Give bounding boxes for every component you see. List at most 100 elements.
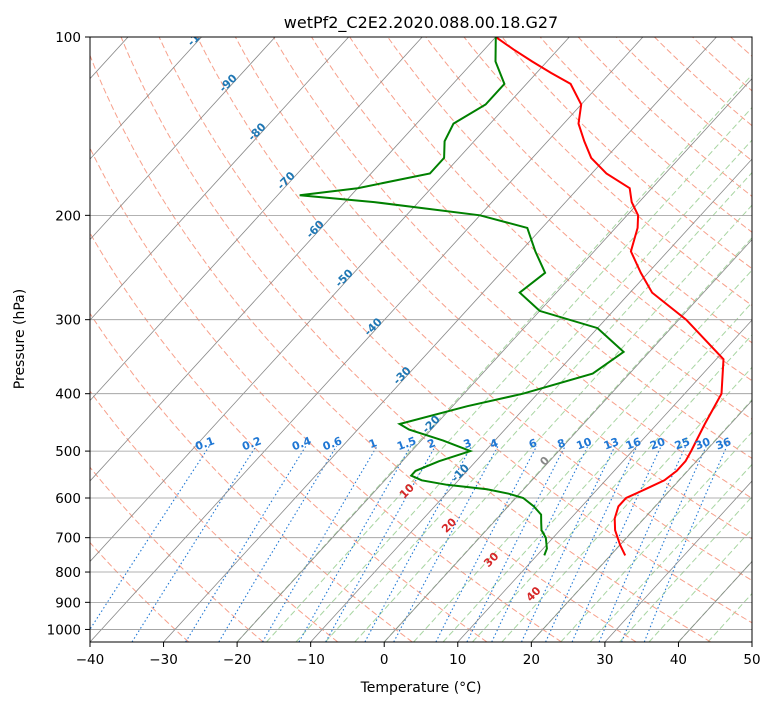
moist-adiabat xyxy=(501,366,752,642)
isotherm xyxy=(90,37,276,241)
mixing-ratio-label: 1 xyxy=(367,436,379,451)
isotherm xyxy=(90,37,202,160)
x-tick-label: −30 xyxy=(149,652,178,668)
mixing-ratio-line xyxy=(262,445,378,642)
dewpoint-profile-line xyxy=(299,37,626,556)
y-tick-label: 800 xyxy=(55,565,81,581)
moist-adiabat xyxy=(472,334,752,642)
dry-adiabat xyxy=(387,37,752,382)
y-tick-label: 900 xyxy=(55,595,81,611)
x-tick-label: −10 xyxy=(296,652,325,668)
isotherm xyxy=(163,37,717,642)
moist-adiabat xyxy=(560,431,752,642)
isotherm xyxy=(383,238,752,642)
plot-frame xyxy=(89,36,753,643)
dry-adiabat xyxy=(90,390,339,642)
isotherm xyxy=(90,37,644,642)
dry-adiabat xyxy=(539,37,752,233)
moist-adiabat xyxy=(648,528,752,642)
mixing-ratio-line xyxy=(90,445,210,631)
mixing-ratio-line xyxy=(131,445,257,642)
x-axis-label: Temperature (°C) xyxy=(360,680,482,696)
line-labels: -100-90-80-70-60-50-40-30-20-10010203040… xyxy=(185,20,733,604)
dry-adiabat xyxy=(501,37,752,270)
dry-adiabat xyxy=(90,312,413,642)
mixing-ratio-label: 0.4 xyxy=(290,434,313,453)
x-tick-label: 10 xyxy=(449,652,466,668)
moist-adiabat xyxy=(707,592,752,642)
mixing-ratio-label: 30 xyxy=(693,435,712,453)
isotherm xyxy=(90,37,349,321)
moist-adiabat xyxy=(619,495,752,642)
mixing-ratio-line xyxy=(364,445,472,642)
chart-title: wetPf2_C2E2.2020.088.00.18.G27 xyxy=(284,13,558,33)
dry-adiabat xyxy=(90,54,637,642)
isotherm xyxy=(531,399,752,642)
mixing-ratio-label: 4 xyxy=(488,436,500,451)
dry-adiabat xyxy=(577,37,752,197)
dry-adiabat xyxy=(615,37,752,162)
isotherm xyxy=(90,37,423,402)
mixing-ratio-label: 36 xyxy=(714,435,733,453)
mixing-ratio-line xyxy=(491,445,589,642)
dry-adiabat xyxy=(90,147,562,642)
isotherm xyxy=(90,37,497,482)
plot-area: -100-90-80-70-60-50-40-30-20-10010203040… xyxy=(90,20,752,642)
dry-adiabat xyxy=(158,37,752,624)
mixing-ratio-label: 0.2 xyxy=(240,434,263,453)
temperature-profile-line xyxy=(495,37,725,556)
moist-adiabat xyxy=(413,269,752,642)
x-tick-label: 50 xyxy=(743,652,760,668)
x-tick-label: 0 xyxy=(380,652,389,668)
x-axis-ticks: −40 −30 −20 −10 0 10 20 30 40 50 xyxy=(76,642,761,668)
y-tick-label: 200 xyxy=(55,208,81,224)
dry-adiabat-label: -100 xyxy=(185,20,214,49)
isotherm xyxy=(90,37,570,563)
x-tick-label: −40 xyxy=(76,652,105,668)
mixing-ratio-label: 0.1 xyxy=(193,434,216,453)
y-tick-label: 600 xyxy=(55,491,81,507)
moist-adiabat xyxy=(295,139,752,642)
dry-adiabat xyxy=(349,37,752,420)
mixing-ratio-label: 25 xyxy=(673,435,692,452)
y-tick-label: 300 xyxy=(55,313,81,329)
x-tick-label: 40 xyxy=(670,652,687,668)
dry-adiabat xyxy=(90,232,488,642)
profile-lines xyxy=(299,37,725,556)
mixing-ratio-lines xyxy=(90,445,728,642)
mixing-ratio-line xyxy=(435,445,538,642)
mixing-ratio-label: 16 xyxy=(624,435,643,453)
mixing-ratio-label: 10 xyxy=(575,435,594,453)
mixing-ratio-label: 8 xyxy=(556,436,568,451)
x-tick-label: 30 xyxy=(596,652,613,668)
mixing-ratio-line xyxy=(298,445,412,642)
isobar-grid xyxy=(90,37,752,630)
isotherm-grid xyxy=(90,37,752,642)
dry-adiabat xyxy=(90,466,264,642)
mixing-ratio-label: 0.6 xyxy=(321,434,344,453)
dry-adiabat xyxy=(463,37,752,307)
moist-adiabat xyxy=(266,106,752,642)
moist-adiabat xyxy=(442,301,752,642)
y-tick-label: 400 xyxy=(55,387,81,403)
x-tick-label: 20 xyxy=(523,652,540,668)
x-tick-label: −20 xyxy=(223,652,252,668)
dry-adiabat xyxy=(196,37,752,582)
dry-adiabat xyxy=(234,37,752,540)
mixing-ratio-label: 1.5 xyxy=(395,434,418,453)
dry-adiabats xyxy=(90,37,752,642)
isotherm xyxy=(457,319,752,642)
mixing-ratio-line xyxy=(466,445,566,642)
mixing-ratio-line xyxy=(643,445,728,642)
isotherm xyxy=(604,480,752,642)
y-tick-label: 700 xyxy=(55,531,81,547)
mixing-ratio-label: 2 xyxy=(426,436,438,451)
y-tick-label: 1000 xyxy=(47,622,81,638)
mixing-ratio-line xyxy=(325,445,436,642)
dry-adiabat xyxy=(310,37,752,459)
mixing-ratio-line xyxy=(393,445,499,642)
y-tick-label: 100 xyxy=(55,30,81,46)
y-axis-label: Pressure (hPa) xyxy=(12,289,28,389)
